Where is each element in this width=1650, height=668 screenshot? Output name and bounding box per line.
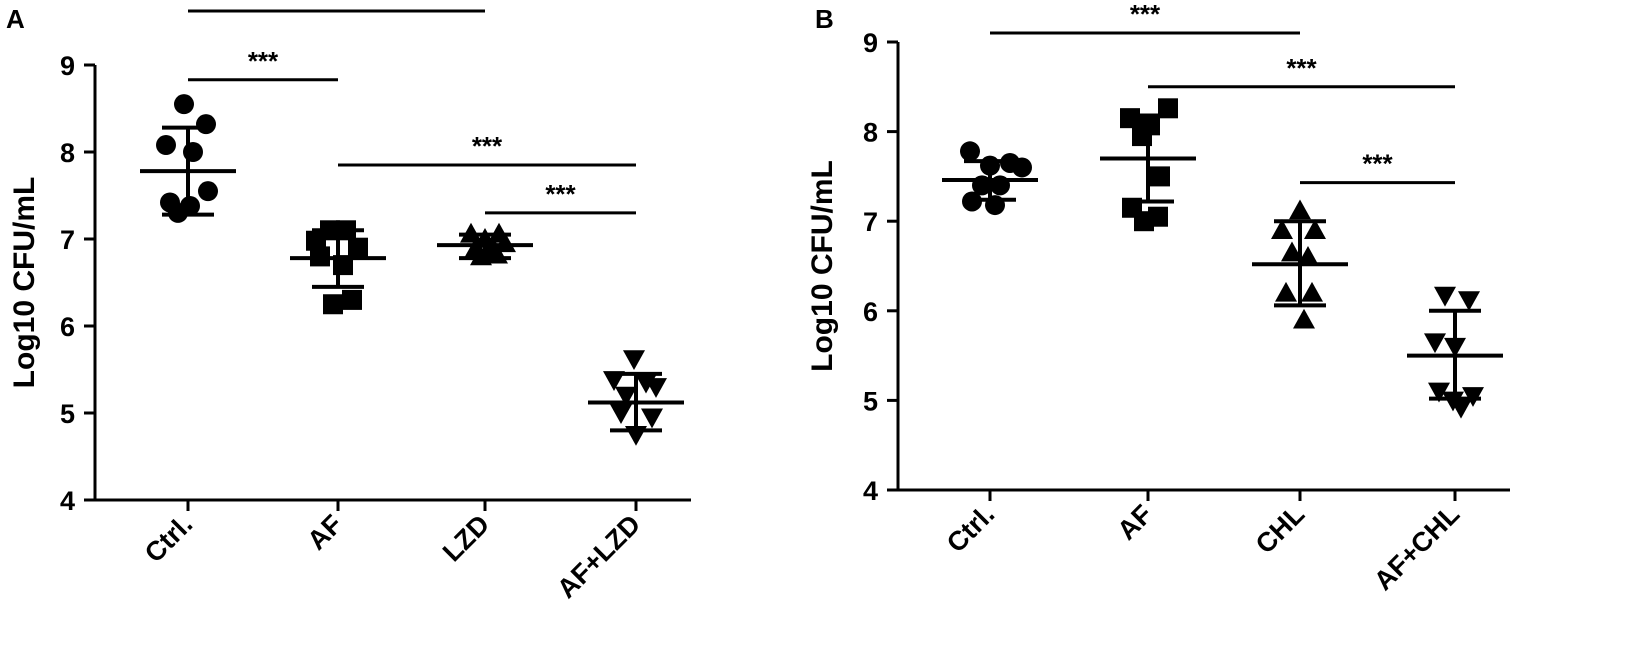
data-point	[348, 237, 368, 258]
x-category-label: CHL	[1250, 499, 1310, 559]
y-tick-label: 5	[863, 386, 878, 416]
significance-label: ***	[1362, 149, 1393, 179]
y-tick-label: 4	[863, 476, 878, 506]
data-point	[1120, 108, 1140, 129]
significance-label: ***	[248, 46, 279, 76]
data-point	[156, 135, 176, 156]
data-point	[1150, 166, 1170, 187]
panel-b: B 4 5 6 7 8 9 Log10 CFU/mL Ctrl. AF CHL AF+CHL *** **…	[806, 0, 1510, 596]
y-tick-label: 8	[863, 118, 878, 148]
data-point	[1275, 281, 1297, 302]
panel-a: A 4 5 6 7 8 9 Log10 CFU/mL Ctrl. AF LZD AF+LZD *** **…	[6, 0, 691, 604]
data-point	[1434, 286, 1456, 307]
data-point	[342, 289, 362, 310]
data-point	[198, 181, 218, 202]
x-category-label: LZD	[437, 509, 495, 567]
data-point	[1012, 157, 1032, 178]
y-tick-label: 9	[863, 28, 878, 58]
data-point	[610, 404, 632, 424]
data-point	[603, 371, 625, 391]
data-point	[623, 350, 645, 371]
data-point	[1428, 382, 1450, 403]
y-tick-label: 7	[863, 207, 878, 237]
significance-label: ***	[1130, 0, 1161, 29]
data-point	[1458, 291, 1480, 312]
y-tick-label: 5	[60, 399, 75, 429]
data-point	[960, 141, 980, 162]
x-category-label: AF+CHL	[1368, 499, 1465, 596]
data-point	[323, 294, 343, 315]
panel-letter: A	[6, 4, 25, 34]
data-point	[1293, 308, 1315, 329]
y-axis-title: Log10 CFU/mL	[8, 177, 41, 389]
significance-label: ***	[321, 0, 352, 7]
y-tick-label: 6	[863, 297, 878, 327]
y-tick-label: 8	[60, 138, 75, 168]
y-tick-label: 4	[60, 486, 75, 516]
x-category-label: AF	[1112, 499, 1159, 546]
significance-label: ***	[1286, 53, 1317, 83]
data-point	[1158, 98, 1178, 119]
x-category-label: AF+LZD	[551, 509, 646, 604]
data-point	[1450, 398, 1472, 419]
data-point	[641, 408, 663, 429]
x-category-label: Ctrl.	[139, 509, 198, 568]
significance-label: ***	[545, 179, 576, 209]
significance-label: ***	[472, 131, 503, 161]
panel-letter: B	[815, 4, 834, 34]
data-point	[470, 245, 492, 266]
data-point	[494, 232, 516, 253]
data-point	[615, 386, 637, 407]
data-point	[174, 94, 194, 115]
y-tick-label: 9	[60, 51, 75, 81]
data-point	[1281, 241, 1303, 262]
data-point	[1301, 281, 1323, 302]
data-point	[1271, 219, 1293, 239]
y-tick-label: 6	[60, 312, 75, 342]
data-point	[1424, 333, 1446, 354]
x-category-label: AF	[302, 509, 349, 556]
y-tick-label: 7	[60, 225, 75, 255]
data-point	[196, 114, 216, 135]
data-point	[1304, 219, 1326, 239]
x-category-label: Ctrl.	[941, 499, 1000, 558]
data-point	[1289, 199, 1311, 220]
data-point	[1297, 246, 1319, 266]
data-point	[645, 378, 667, 398]
data-point	[1134, 211, 1154, 232]
y-axis-title: Log10 CFU/mL	[806, 160, 839, 372]
